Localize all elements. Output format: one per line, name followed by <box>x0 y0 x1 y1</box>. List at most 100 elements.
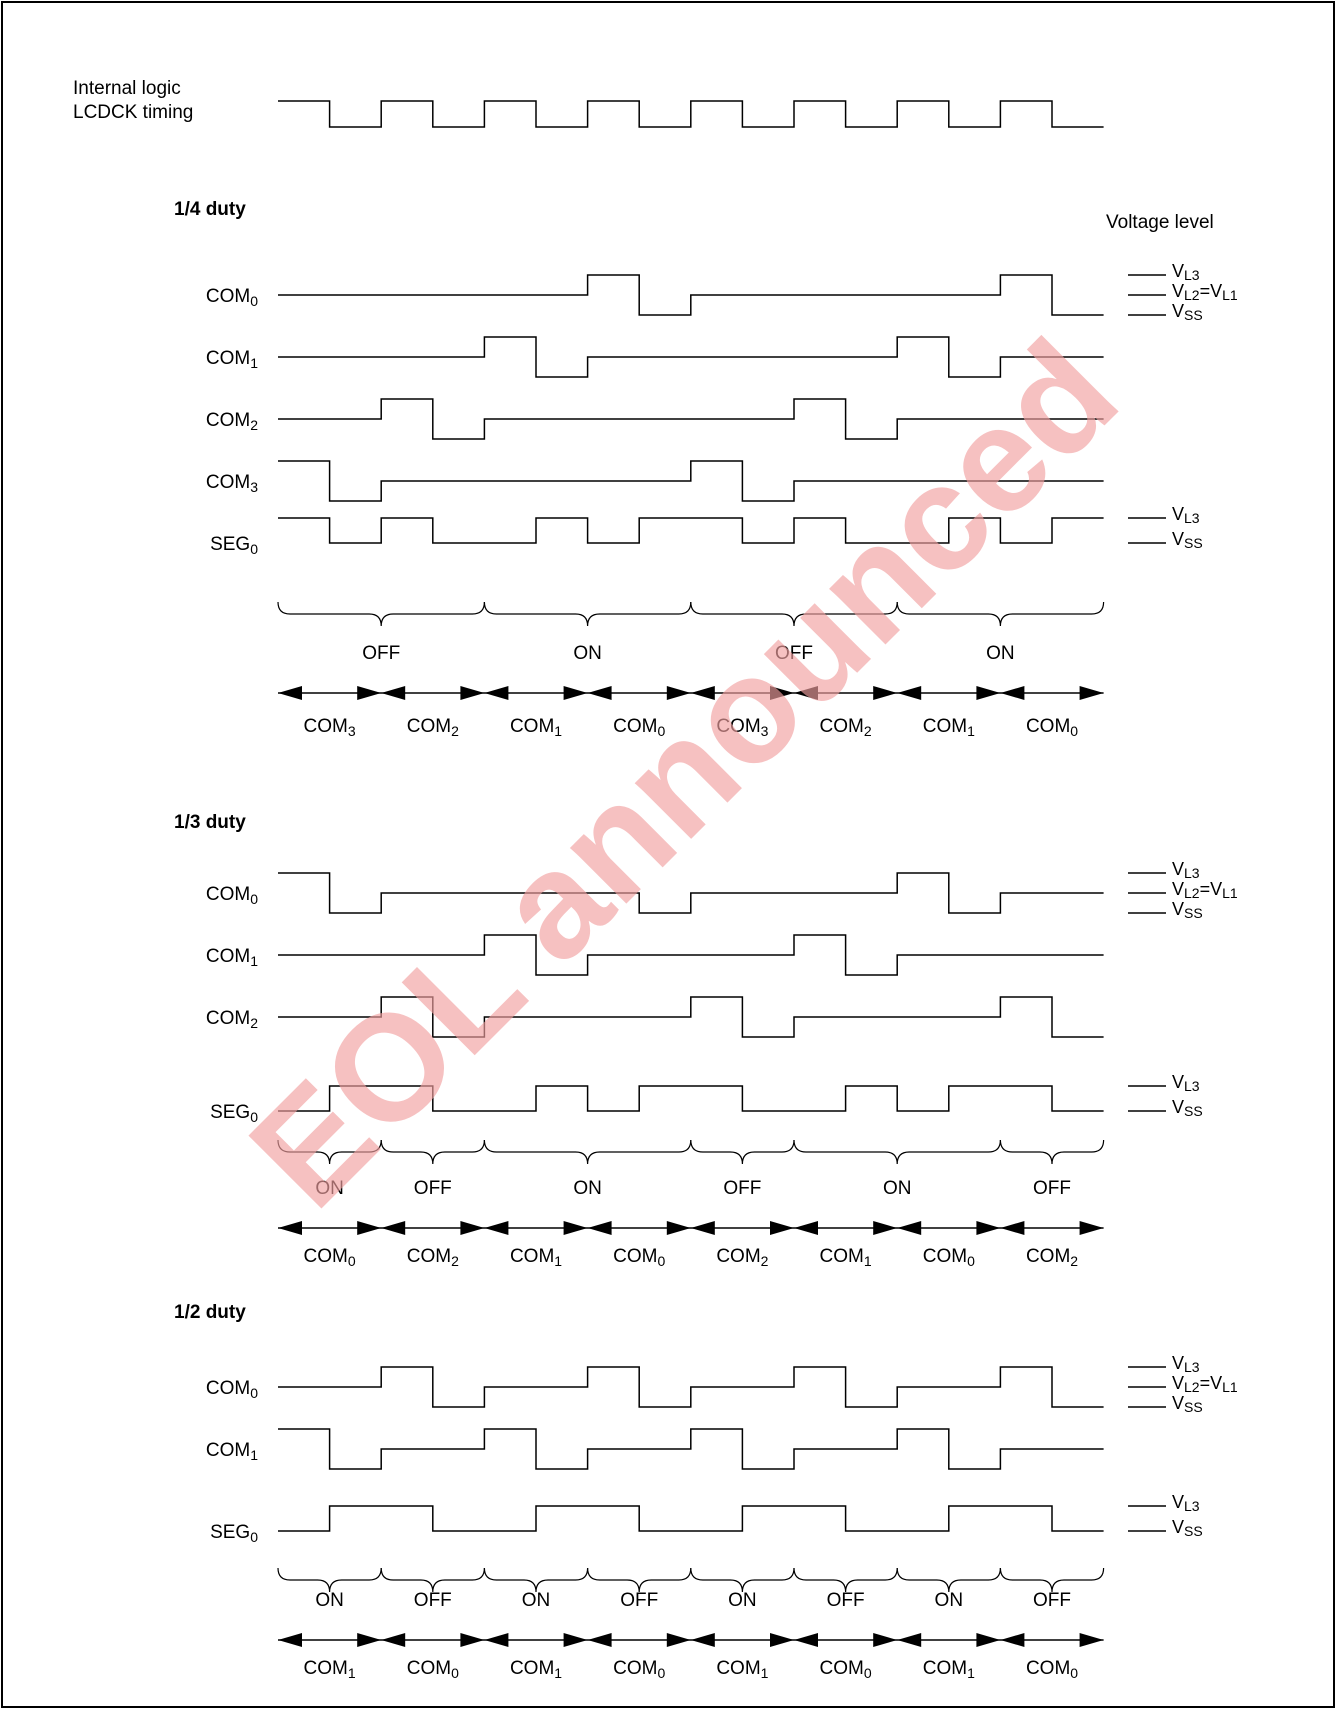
arrow-head-left <box>278 1221 302 1235</box>
seg-signal-label: SEG0 <box>210 1102 258 1125</box>
arrow-head-left <box>897 1633 922 1647</box>
state-label: ON <box>883 1178 912 1199</box>
signal-name: COM <box>206 286 250 307</box>
arrow-head-left <box>381 1221 406 1235</box>
com-period-label: COM3 <box>304 716 356 739</box>
com-period-label: COM3 <box>716 716 768 739</box>
state-brace <box>277 1139 382 1165</box>
subscript: 1 <box>967 1665 975 1681</box>
arrow-head-right <box>460 1221 485 1235</box>
signal-name: COM <box>206 348 250 369</box>
com-period-label: COM1 <box>304 1658 356 1681</box>
state-label: ON <box>986 643 1015 664</box>
voltage-level-label: VL3 <box>1172 504 1200 526</box>
com-signal-label: COM0 <box>206 884 258 907</box>
duty-section-3: 1/2 dutyCOM0VL3VL2=VL1VSSCOM1SEG0VL3VSSO… <box>174 1302 1238 1681</box>
state-brace <box>380 1567 485 1593</box>
com-period-label: COM0 <box>1026 1658 1078 1681</box>
subscript: 3 <box>761 723 769 739</box>
arrow-head-right <box>666 1633 691 1647</box>
state-label: ON <box>728 1590 757 1611</box>
com-period-label: COM0 <box>613 716 665 739</box>
com-waveform <box>278 996 1104 1038</box>
com-period-label: COM1 <box>820 1246 872 1269</box>
arrow-head-right <box>873 1633 898 1647</box>
arrow-head-left <box>1000 1633 1025 1647</box>
state-brace <box>793 1567 898 1593</box>
voltage-level-label: VSS <box>1172 1517 1203 1539</box>
com-waveform <box>278 1428 1104 1470</box>
com-period-label: COM0 <box>820 1658 872 1681</box>
com-period-label: COM0 <box>304 1246 356 1269</box>
arrow-head-right <box>666 686 691 700</box>
voltage-level-label: VL3 <box>1172 1072 1200 1094</box>
duty-sections: 1/4 dutyCOM0VL3VL2=VL1VSSCOM1COM2COM3SEG… <box>174 199 1238 1681</box>
subscript: 2 <box>250 417 258 433</box>
voltage-level-label: VL3 <box>1172 1353 1200 1375</box>
state-brace <box>277 601 485 627</box>
com-period-label: COM0 <box>613 1246 665 1269</box>
lcdck-clock-waveform <box>278 100 1104 128</box>
subscript: 1 <box>554 1253 562 1269</box>
subscript: SS <box>1184 905 1203 921</box>
arrow-head-left <box>381 686 406 700</box>
com-period-label: COM0 <box>407 1658 459 1681</box>
voltage-level-label: VL3 <box>1172 1492 1200 1514</box>
arrow-head-left <box>484 1633 509 1647</box>
arrow-head-left <box>794 1633 818 1647</box>
state-label: OFF <box>620 1590 658 1611</box>
signal-name: SEG <box>210 1102 250 1123</box>
lcdck-label-line2: LCDCK timing <box>73 102 193 123</box>
com-period-label: COM2 <box>407 1246 459 1269</box>
subscript: 0 <box>657 1665 665 1681</box>
duty-title: 1/2 duty <box>174 1302 246 1323</box>
arrow-head-right <box>770 1221 794 1235</box>
com-period-label: COM0 <box>1026 716 1078 739</box>
subscript: 1 <box>250 1447 258 1463</box>
arrow-head-left <box>484 1221 509 1235</box>
state-brace <box>999 1139 1105 1165</box>
arrow-head-right <box>666 1221 691 1235</box>
voltage-level-label: VSS <box>1172 301 1203 323</box>
subscript: 0 <box>657 1253 665 1269</box>
subscript: L3 <box>1184 267 1200 283</box>
signal-name: COM <box>206 1008 250 1029</box>
voltage-level-label: VSS <box>1172 899 1203 921</box>
subscript: L3 <box>1184 510 1200 526</box>
state-label: ON <box>935 1590 964 1611</box>
com-period-label: COM2 <box>407 716 459 739</box>
arrow-head-left <box>587 686 612 700</box>
subscript: 0 <box>967 1253 975 1269</box>
subscript: L2 <box>1184 885 1200 901</box>
arrow-head-right <box>357 1633 382 1647</box>
com-period-label: COM1 <box>510 1658 562 1681</box>
arrow-head-right <box>460 686 485 700</box>
subscript: SS <box>1184 307 1203 323</box>
state-label: OFF <box>362 643 400 664</box>
subscript: L1 <box>1222 885 1238 901</box>
com-waveform <box>278 336 1104 378</box>
com-waveform <box>278 872 1104 914</box>
state-label: OFF <box>414 1590 452 1611</box>
subscript: 1 <box>864 1253 872 1269</box>
com-signal-label: COM0 <box>206 1378 258 1401</box>
subscript: 0 <box>657 723 665 739</box>
subscript: 0 <box>250 293 258 309</box>
subscript: L1 <box>1222 1379 1238 1395</box>
subscript: SS <box>1184 535 1203 551</box>
signal-name: COM <box>206 472 250 493</box>
subscript: 3 <box>348 723 356 739</box>
state-brace <box>793 1139 1001 1165</box>
state-brace <box>380 1139 485 1165</box>
arrow-head-right <box>1079 1633 1104 1647</box>
com-period-label: COM1 <box>510 1246 562 1269</box>
signal-name: COM <box>206 410 250 431</box>
subscript: 2 <box>250 1015 258 1031</box>
arrow-head-left <box>587 1633 612 1647</box>
state-label: ON <box>573 643 602 664</box>
arrow-head-right <box>563 1633 588 1647</box>
arrow-head-right <box>873 686 898 700</box>
state-label: ON <box>573 1178 602 1199</box>
com-period-label: COM1 <box>716 1658 768 1681</box>
signal-name: COM <box>206 1378 250 1399</box>
